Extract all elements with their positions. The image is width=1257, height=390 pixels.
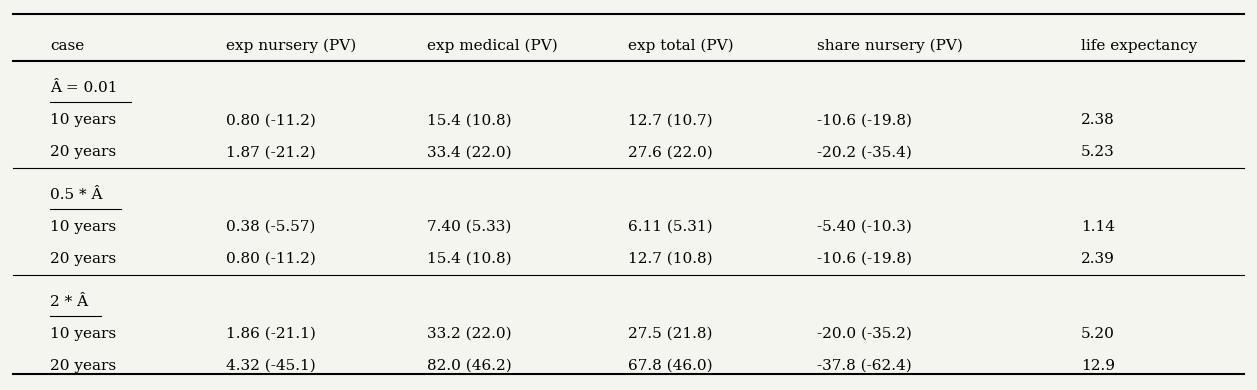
Text: 12.7 (10.7): 12.7 (10.7) bbox=[628, 113, 713, 128]
Text: 4.32 (-45.1): 4.32 (-45.1) bbox=[226, 359, 316, 373]
Text: share nursery (PV): share nursery (PV) bbox=[817, 39, 963, 53]
Text: 6.11 (5.31): 6.11 (5.31) bbox=[628, 220, 713, 234]
Text: 33.2 (22.0): 33.2 (22.0) bbox=[427, 327, 512, 341]
Text: 15.4 (10.8): 15.4 (10.8) bbox=[427, 113, 512, 128]
Text: case: case bbox=[50, 39, 84, 53]
Text: 12.7 (10.8): 12.7 (10.8) bbox=[628, 252, 713, 266]
Text: -10.6 (-19.8): -10.6 (-19.8) bbox=[817, 252, 913, 266]
Text: 33.4 (22.0): 33.4 (22.0) bbox=[427, 145, 512, 160]
Text: Â = 0.01: Â = 0.01 bbox=[50, 82, 118, 96]
Text: 7.40 (5.33): 7.40 (5.33) bbox=[427, 220, 512, 234]
Text: 27.5 (21.8): 27.5 (21.8) bbox=[628, 327, 713, 341]
Text: exp total (PV): exp total (PV) bbox=[628, 39, 734, 53]
Text: 1.14: 1.14 bbox=[1081, 220, 1115, 234]
Text: 1.87 (-21.2): 1.87 (-21.2) bbox=[226, 145, 316, 160]
Text: -5.40 (-10.3): -5.40 (-10.3) bbox=[817, 220, 911, 234]
Text: 27.6 (22.0): 27.6 (22.0) bbox=[628, 145, 713, 160]
Text: 20 years: 20 years bbox=[50, 145, 117, 160]
Text: 2 * Â: 2 * Â bbox=[50, 295, 88, 309]
Text: -37.8 (-62.4): -37.8 (-62.4) bbox=[817, 359, 911, 373]
Text: 10 years: 10 years bbox=[50, 113, 117, 128]
Text: 5.20: 5.20 bbox=[1081, 327, 1115, 341]
Text: 1.86 (-21.1): 1.86 (-21.1) bbox=[226, 327, 316, 341]
Text: 10 years: 10 years bbox=[50, 220, 117, 234]
Text: 2.39: 2.39 bbox=[1081, 252, 1115, 266]
Text: exp medical (PV): exp medical (PV) bbox=[427, 39, 558, 53]
Text: 5.23: 5.23 bbox=[1081, 145, 1115, 160]
Text: -20.2 (-35.4): -20.2 (-35.4) bbox=[817, 145, 911, 160]
Text: 0.80 (-11.2): 0.80 (-11.2) bbox=[226, 252, 316, 266]
Text: 20 years: 20 years bbox=[50, 252, 117, 266]
Text: 0.5 * Â: 0.5 * Â bbox=[50, 188, 103, 202]
Text: 12.9: 12.9 bbox=[1081, 359, 1115, 373]
Text: -20.0 (-35.2): -20.0 (-35.2) bbox=[817, 327, 911, 341]
Text: 0.38 (-5.57): 0.38 (-5.57) bbox=[226, 220, 316, 234]
Text: 2.38: 2.38 bbox=[1081, 113, 1115, 128]
Text: -10.6 (-19.8): -10.6 (-19.8) bbox=[817, 113, 913, 128]
Text: 20 years: 20 years bbox=[50, 359, 117, 373]
Text: 10 years: 10 years bbox=[50, 327, 117, 341]
Text: 15.4 (10.8): 15.4 (10.8) bbox=[427, 252, 512, 266]
Text: life expectancy: life expectancy bbox=[1081, 39, 1197, 53]
Text: exp nursery (PV): exp nursery (PV) bbox=[226, 39, 357, 53]
Text: 82.0 (46.2): 82.0 (46.2) bbox=[427, 359, 512, 373]
Text: 67.8 (46.0): 67.8 (46.0) bbox=[628, 359, 713, 373]
Text: 0.80 (-11.2): 0.80 (-11.2) bbox=[226, 113, 316, 128]
